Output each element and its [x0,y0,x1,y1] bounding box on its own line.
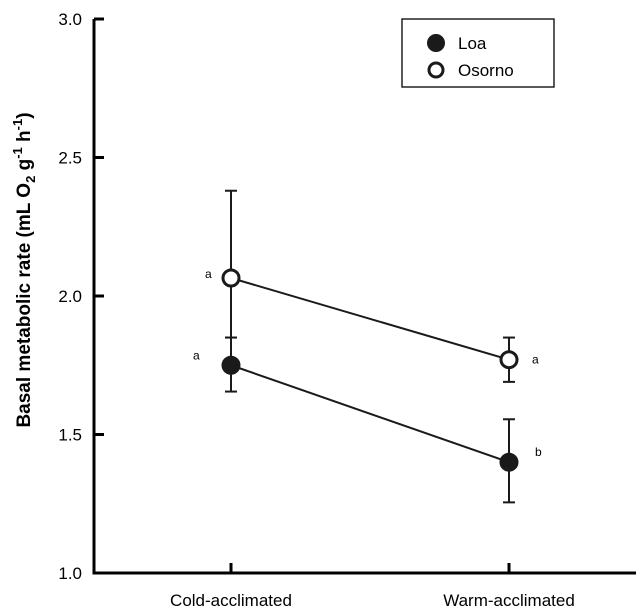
data-point-osorno [499,350,519,370]
data-point-loa [499,452,519,472]
series-line-loa [230,364,510,464]
significance-label-osorno: a [532,353,539,367]
y-axis-title: Basal metabolic rate (mL O2 g-1 h-1) [10,112,38,427]
significance-label-osorno: a [205,267,212,281]
legend-label-loa: Loa [458,34,487,53]
y-tick-label: 2.5 [58,149,82,168]
y-tick-label: 1.5 [58,426,82,445]
y-tick-label: 1.0 [58,564,82,583]
series-line-osorno [230,277,510,361]
data-point-osorno [221,268,241,288]
legend: Loa Osorno [401,18,555,88]
y-tick-label: 2.0 [58,287,82,306]
axes: 1.0 1.5 2.0 2.5 3.0 Cold-acclimated Warm-accli… [58,10,636,610]
legend-marker-loa [427,34,445,52]
chart-marks: a b a a [193,189,542,504]
data-point-loa [221,355,241,375]
legend-marker-osorno [427,61,445,79]
x-category-label: Warm-acclimated [443,591,575,610]
legend-box [401,18,555,88]
significance-label-loa: b [535,445,542,459]
significance-label-loa: a [193,348,200,362]
legend-label-osorno: Osorno [458,61,514,80]
y-tick-label: 3.0 [58,10,82,29]
x-category-label: Cold-acclimated [170,591,292,610]
